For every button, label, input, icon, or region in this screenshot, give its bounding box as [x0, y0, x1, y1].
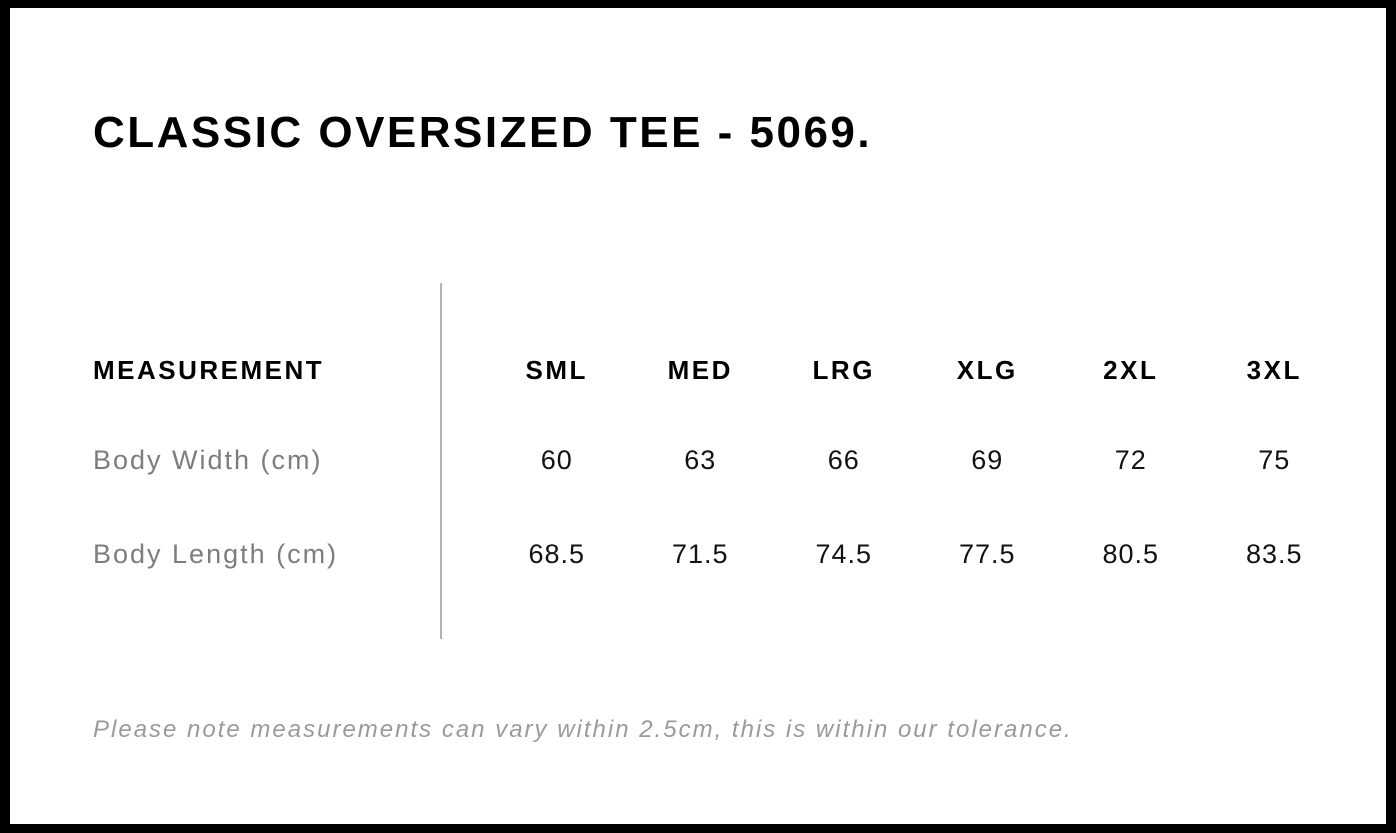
table-row-body-width: Body Width (cm) 60 63 66 69 72 75	[93, 436, 1346, 484]
body-length-xlg: 77.5	[958, 538, 1016, 569]
body-width-med: 63	[684, 444, 717, 475]
row-label-body-width: Body Width (cm)	[93, 444, 323, 475]
body-width-sml: 60	[540, 444, 573, 475]
size-chart-header-row: MEASUREMENT SML MED LRG XLG 2XL 3XL	[93, 346, 1346, 394]
body-width-lrg: 66	[827, 444, 860, 475]
measurement-column-header: MEASUREMENT	[93, 354, 325, 385]
table-vertical-divider	[440, 283, 442, 639]
size-header-sml: SML	[525, 354, 588, 385]
body-length-2xl: 80.5	[1102, 538, 1160, 569]
row-label-body-length: Body Length (cm)	[93, 538, 339, 569]
size-header-3xl: 3XL	[1246, 354, 1302, 385]
size-header-2xl: 2XL	[1103, 354, 1159, 385]
size-header-xlg: XLG	[956, 354, 1018, 385]
body-width-xlg: 69	[971, 444, 1004, 475]
size-header-lrg: LRG	[812, 354, 875, 385]
size-header-med: MED	[667, 354, 733, 385]
body-width-2xl: 72	[1114, 444, 1147, 475]
body-length-med: 71.5	[671, 538, 729, 569]
body-length-sml: 68.5	[528, 538, 586, 569]
body-width-3xl: 75	[1258, 444, 1291, 475]
page-title: CLASSIC OVERSIZED TEE - 5069.	[93, 108, 873, 157]
table-row-body-length: Body Length (cm) 68.5 71.5 74.5 77.5 80.…	[93, 530, 1346, 578]
body-length-3xl: 83.5	[1245, 538, 1303, 569]
tolerance-note: Please note measurements can vary within…	[93, 716, 1073, 743]
body-length-lrg: 74.5	[815, 538, 873, 569]
